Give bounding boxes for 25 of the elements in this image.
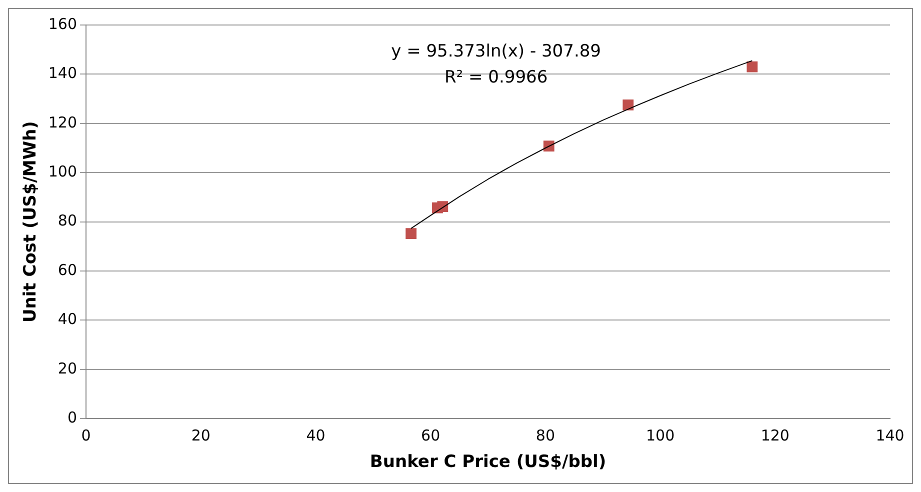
point [622, 100, 634, 110]
y-tick-label: 80 [58, 212, 78, 230]
annotation: R² = 0.9966 [444, 67, 548, 88]
x-tick-label: 40 [306, 426, 326, 444]
y-tick-label: 100 [48, 162, 78, 180]
y-tick-label: 0 [67, 408, 78, 426]
x-tick-label: 80 [536, 426, 555, 444]
y-tick-label: 120 [48, 113, 78, 132]
y-tick-label: 140 [48, 64, 78, 82]
point [746, 61, 758, 72]
x-tick-label: 20 [191, 426, 210, 444]
x-tick-label: 100 [646, 426, 675, 444]
x-tick-label: 140 [876, 426, 904, 444]
y-tick-label: 40 [58, 310, 78, 328]
y-axis-title: Unit Cost (US$/MWh) [20, 121, 41, 323]
x-axis-title: Bunker C Price (US$/bbl) [370, 452, 606, 472]
point [543, 140, 554, 152]
x-tick-label: 60 [421, 426, 440, 444]
y-tick-label: 20 [58, 359, 78, 378]
y-tick-label: 60 [58, 260, 78, 279]
point [406, 228, 417, 240]
y-tick-label: 160 [48, 14, 78, 33]
annotation: y = 95.373ln(x) - 307.89 [391, 41, 601, 62]
x-tick-label: 0 [81, 426, 91, 444]
x-tick-label: 120 [760, 426, 790, 444]
